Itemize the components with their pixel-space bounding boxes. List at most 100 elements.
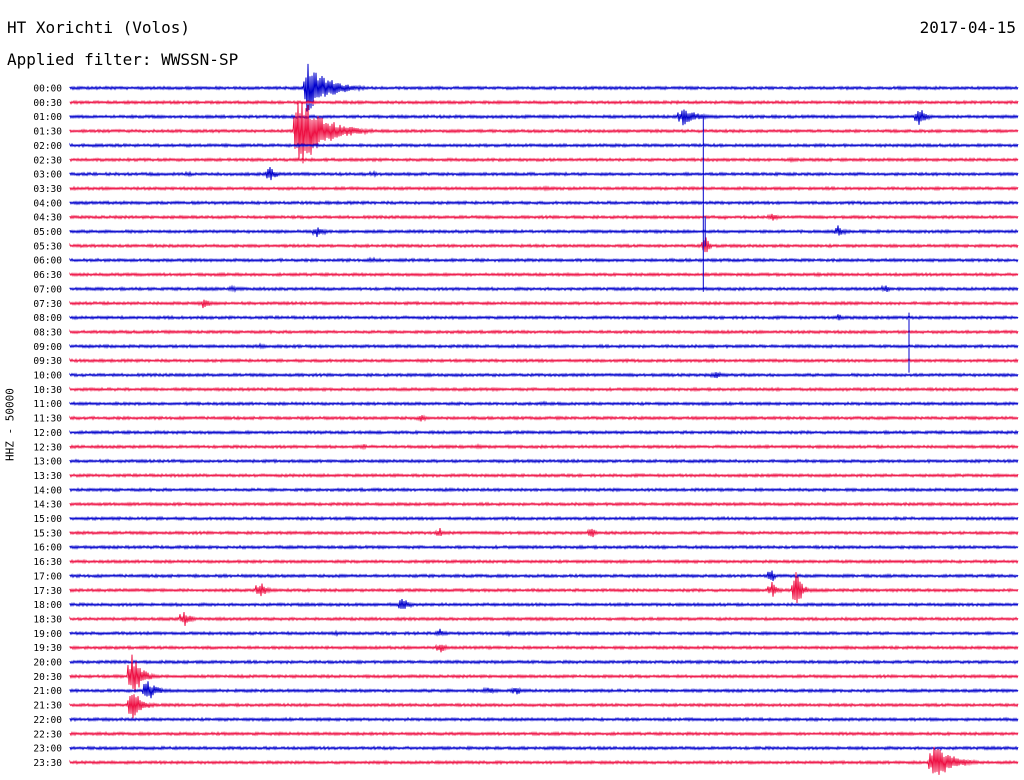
time-label: 01:30 xyxy=(33,127,62,138)
time-label: 23:00 xyxy=(33,744,62,755)
time-label: 17:30 xyxy=(33,586,62,597)
time-label: 05:30 xyxy=(33,241,62,252)
trace-line xyxy=(69,314,1019,321)
time-label: 18:00 xyxy=(33,600,62,611)
trace-line xyxy=(69,443,1019,451)
time-label: 23:30 xyxy=(33,758,62,769)
trace-line xyxy=(69,284,1019,293)
trace-line xyxy=(69,458,1019,464)
time-label: 03:00 xyxy=(33,170,62,181)
time-label: 10:30 xyxy=(33,385,62,396)
time-label: 14:00 xyxy=(33,485,62,496)
time-label: 00:00 xyxy=(33,84,62,95)
trace-line xyxy=(69,414,1019,422)
trace-line xyxy=(69,501,1019,507)
time-label: 19:30 xyxy=(33,643,62,654)
time-label: 13:30 xyxy=(33,471,62,482)
trace-line xyxy=(69,611,1019,626)
time-label: 04:00 xyxy=(33,198,62,209)
trace-line xyxy=(69,225,1019,238)
trace-line xyxy=(69,142,1019,149)
time-label: 15:00 xyxy=(33,514,62,525)
time-label: 16:00 xyxy=(33,543,62,554)
trace-line xyxy=(69,472,1019,479)
trace-line xyxy=(69,167,1019,181)
trace-line xyxy=(69,730,1019,737)
time-label: 11:30 xyxy=(33,414,62,425)
trace-line xyxy=(69,185,1019,192)
trace-line xyxy=(69,570,1019,582)
time-label: 03:30 xyxy=(33,184,62,195)
trace-line xyxy=(69,237,1019,253)
station-title: HT Xorichti (Volos) xyxy=(7,18,191,37)
time-label: 16:30 xyxy=(33,557,62,568)
trace-line xyxy=(69,681,1019,699)
time-label: 13:00 xyxy=(33,457,62,468)
filter-value: WWSSN-SP xyxy=(161,50,239,69)
trace-line xyxy=(69,528,1019,538)
time-label: 11:00 xyxy=(33,399,62,410)
trace-line xyxy=(69,746,1019,775)
trace-line xyxy=(69,299,1019,309)
time-label: 04:30 xyxy=(33,213,62,224)
time-label: 10:00 xyxy=(33,371,62,382)
trace-line xyxy=(69,659,1019,665)
time-label: 02:30 xyxy=(33,155,62,166)
time-label: 07:00 xyxy=(33,284,62,295)
trace-line xyxy=(69,199,1019,206)
time-label: 08:00 xyxy=(33,313,62,324)
time-label: 07:30 xyxy=(33,299,62,310)
trace-line xyxy=(69,371,1019,379)
time-label: 20:00 xyxy=(33,658,62,669)
time-label: 09:30 xyxy=(33,356,62,367)
time-label: 20:30 xyxy=(33,672,62,683)
trace-line xyxy=(69,745,1019,751)
trace-line xyxy=(69,329,1019,335)
time-label: 21:30 xyxy=(33,701,62,712)
time-label: 01:00 xyxy=(33,112,62,123)
trace-line xyxy=(69,400,1019,407)
time-label: 15:30 xyxy=(33,528,62,539)
time-label: 00:30 xyxy=(33,98,62,109)
trace-line xyxy=(69,271,1019,278)
filter-line: Applied filter: WWSSN-SP xyxy=(7,50,238,69)
trace-line xyxy=(69,544,1019,551)
time-label: 05:00 xyxy=(33,227,62,238)
date-label: 2017-04-15 xyxy=(919,18,1016,37)
trace-line xyxy=(69,716,1019,723)
trace-line xyxy=(69,654,1019,692)
trace-line xyxy=(69,357,1019,364)
trace-line xyxy=(69,572,1019,604)
trace-line xyxy=(69,558,1019,565)
time-label-group: 00:00 00:30 01:00 01:30 02:00 02:30 03:00 03:30… xyxy=(33,84,62,769)
time-label: 19:00 xyxy=(33,629,62,640)
trace-line xyxy=(69,694,1019,719)
time-label: 17:00 xyxy=(33,571,62,582)
trace-line xyxy=(69,156,1019,164)
trace-line xyxy=(69,599,1019,609)
time-label: 02:00 xyxy=(33,141,62,152)
trace-line xyxy=(69,213,1019,221)
trace-group xyxy=(69,63,1019,775)
trace-line xyxy=(69,342,1019,350)
trace-line xyxy=(69,256,1019,264)
time-label: 06:30 xyxy=(33,270,62,281)
time-label: 12:00 xyxy=(33,428,62,439)
trace-line xyxy=(69,429,1019,436)
time-label: 06:00 xyxy=(33,256,62,267)
time-label: 12:30 xyxy=(33,442,62,453)
trace-line xyxy=(69,515,1019,522)
time-label: 14:30 xyxy=(33,500,62,511)
trace-line xyxy=(69,486,1019,493)
time-label: 18:30 xyxy=(33,614,62,625)
time-label: 22:00 xyxy=(33,715,62,726)
trace-line xyxy=(69,63,1019,112)
time-label: 21:00 xyxy=(33,686,62,697)
filter-label: Applied filter: xyxy=(7,50,152,69)
trace-line xyxy=(69,101,1019,164)
time-label: 22:30 xyxy=(33,729,62,740)
trace-line xyxy=(69,109,1019,126)
time-label: 09:00 xyxy=(33,342,62,353)
time-label: 08:30 xyxy=(33,327,62,338)
